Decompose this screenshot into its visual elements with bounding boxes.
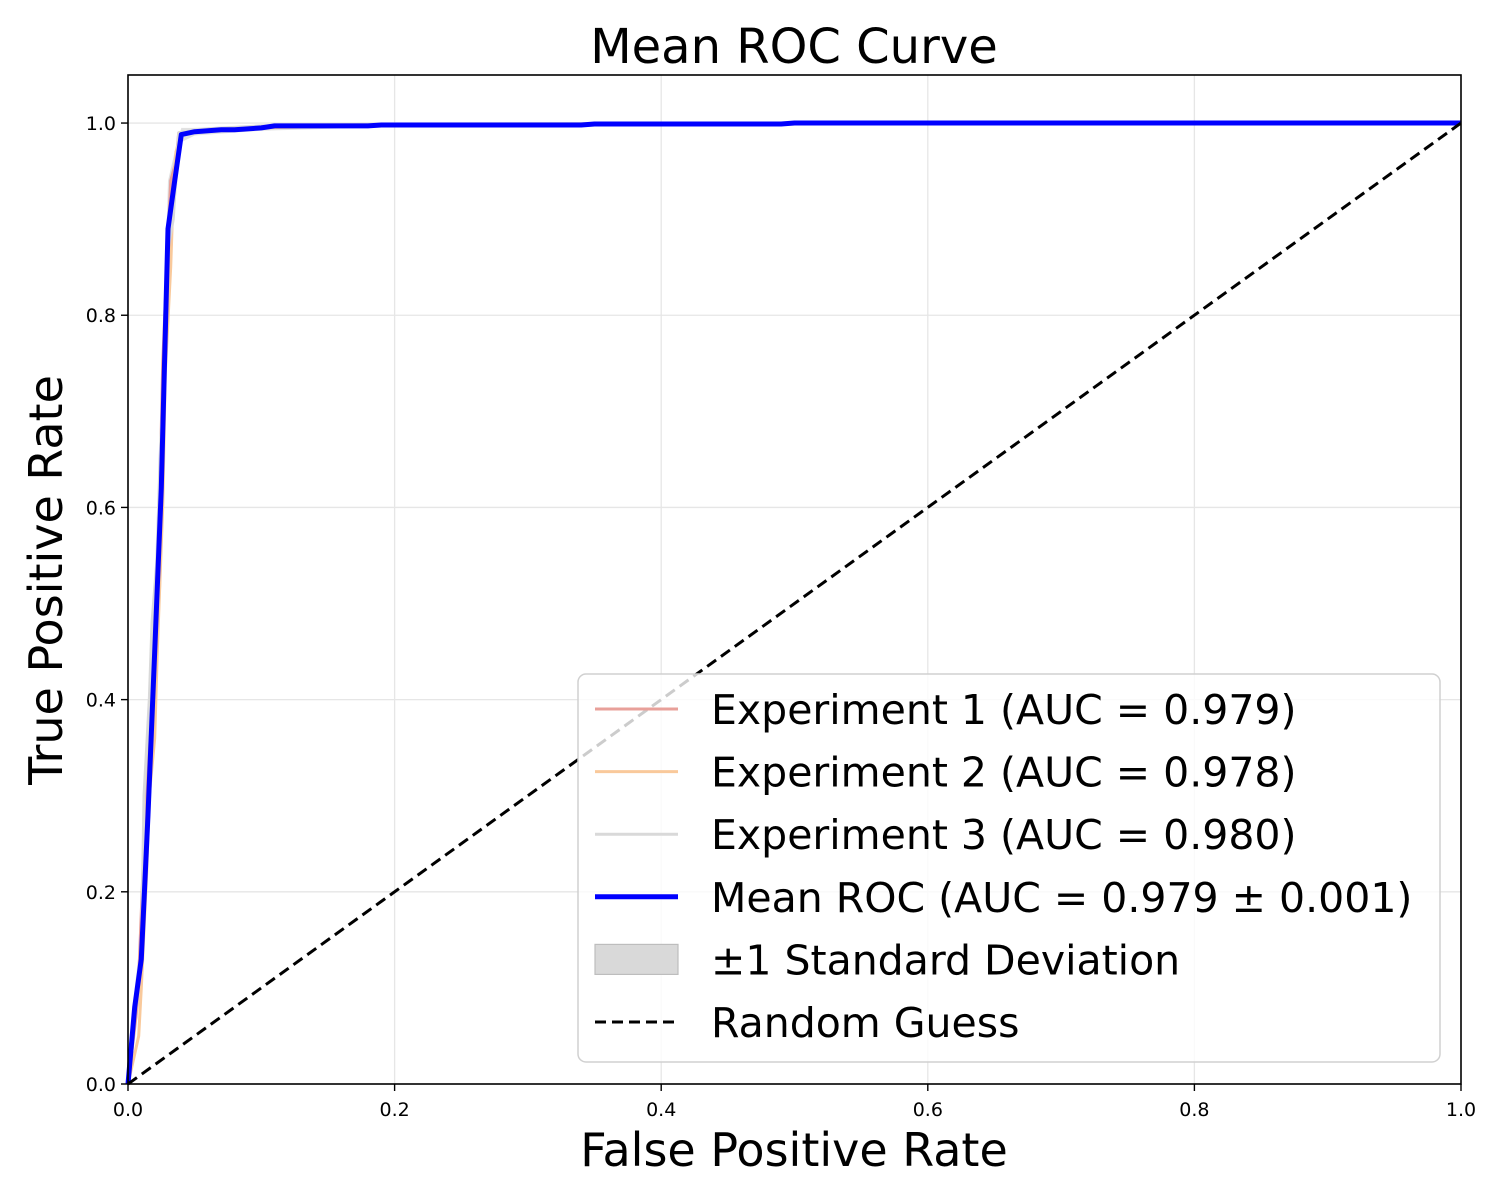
x-tick-label: 0.4 bbox=[646, 1099, 676, 1121]
axes: 0.0 0.2 0.4 0.6 0.8 1.0 0.0 0.2 0.4 0.6 0.8 1.0 bbox=[86, 74, 1476, 1121]
x-tick-label: 1.0 bbox=[1446, 1099, 1476, 1121]
series-line-4 bbox=[125, 120, 1461, 1085]
legend-swatch bbox=[594, 943, 679, 976]
legend-label: Random Guess bbox=[711, 999, 1019, 1047]
y-tick-label: 1.0 bbox=[86, 113, 116, 135]
series-layer bbox=[125, 120, 1462, 1086]
legend-label: Experiment 3 (AUC = 0.980) bbox=[711, 811, 1297, 859]
x-axis-label: False Positive Rate bbox=[580, 1123, 1008, 1177]
y-tick-label: 0.8 bbox=[86, 305, 116, 327]
x-tick-label: 0.0 bbox=[113, 1099, 143, 1121]
series-line-5 bbox=[127, 121, 1462, 1086]
legend: Experiment 1 (AUC = 0.979) Experiment 2 (… bbox=[577, 673, 1441, 1063]
y-tick-label: 0.2 bbox=[86, 882, 116, 904]
y-tick-label: 0.6 bbox=[86, 497, 116, 519]
legend-label: Experiment 1 (AUC = 0.979) bbox=[711, 686, 1297, 734]
x-tick-label: 0.6 bbox=[913, 1099, 943, 1121]
chart-title: Mean ROC Curve bbox=[590, 19, 998, 75]
y-tick-label: 0.4 bbox=[86, 690, 116, 712]
legend-label: Experiment 2 (AUC = 0.978) bbox=[711, 749, 1297, 797]
x-tick-label: 0.2 bbox=[379, 1099, 409, 1121]
legend-label: ±1 Standard Deviation bbox=[711, 936, 1180, 984]
y-axis-label: True Positive Rate bbox=[19, 375, 73, 786]
legend-label: Mean ROC (AUC = 0.979 ± 0.001) bbox=[711, 874, 1412, 922]
legend-box bbox=[577, 673, 1441, 1063]
x-tick-label: 0.8 bbox=[1179, 1099, 1209, 1121]
y-tick-label: 0.0 bbox=[86, 1074, 116, 1096]
plot-frame bbox=[127, 74, 1462, 1085]
